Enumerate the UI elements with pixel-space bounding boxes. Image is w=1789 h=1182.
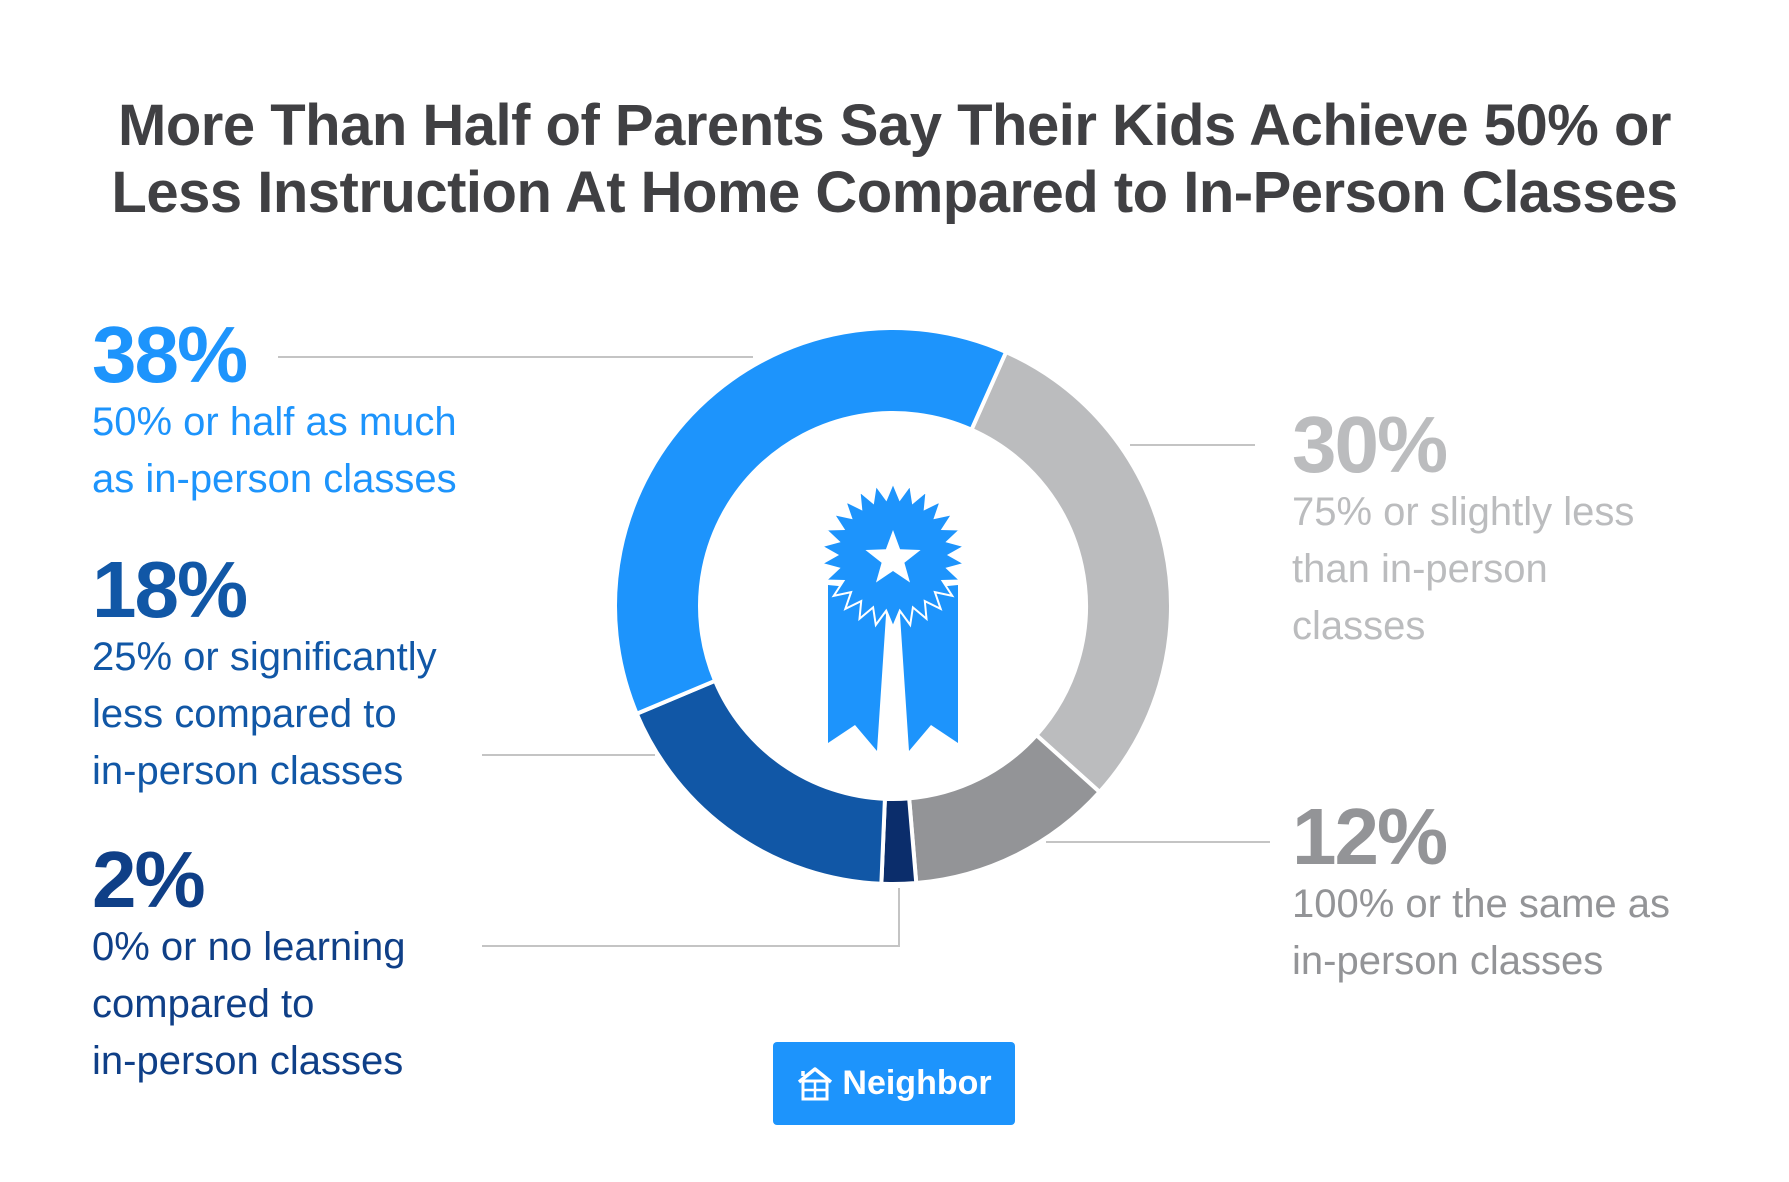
label-18-value: 18%: [92, 545, 248, 634]
award-ribbon-star-icon: [818, 480, 968, 751]
label-38-desc-2: as in-person classes: [92, 457, 457, 501]
label-2-value: 2%: [92, 835, 206, 924]
label-38-value: 38%: [92, 310, 248, 399]
label-18-desc-2: less compared to: [92, 692, 397, 736]
house-icon: [798, 1066, 833, 1100]
label-38-percent: 38% 50% or half as much as in-person cla…: [92, 310, 457, 506]
label-18-percent: 18% 25% or significantly less compared t…: [92, 545, 437, 798]
label-38-desc-1: 50% or half as much: [92, 400, 457, 444]
label-12-desc-1: 100% or the same as: [1292, 882, 1670, 926]
label-30-percent: 30% 75% or slightly less than in-person …: [1292, 400, 1635, 653]
chart-title: More Than Half of Parents Say Their Kids…: [0, 92, 1789, 226]
label-30-desc-3: classes: [1292, 604, 1426, 648]
connector-line-12: [1046, 841, 1270, 843]
label-12-percent: 12% 100% or the same as in-person classe…: [1292, 792, 1670, 988]
donut-slice: [613, 326, 1009, 717]
chart-title-line-2: Less Instruction At Home Compared to In-…: [111, 160, 1678, 225]
connector-line-38: [278, 356, 753, 358]
donut-slice: [879, 796, 919, 886]
label-18-desc-3: in-person classes: [92, 749, 404, 793]
chart-title-line-1: More Than Half of Parents Say Their Kids…: [118, 93, 1671, 158]
donut-slices: [613, 326, 1173, 886]
label-30-desc-2: than in-person: [1292, 547, 1548, 591]
connector-line-18: [482, 754, 655, 756]
label-2-desc-2: compared to: [92, 982, 315, 1026]
neighbor-logo-text: Neighbor: [842, 1064, 992, 1102]
label-2-desc-3: in-person classes: [92, 1039, 404, 1083]
neighbor-logo-badge: Neighbor: [773, 1042, 1015, 1125]
connector-line-30: [1130, 444, 1255, 446]
label-30-value: 30%: [1292, 400, 1448, 489]
label-30-desc-1: 75% or slightly less: [1292, 490, 1635, 534]
connector-line-2-horizontal: [482, 945, 900, 947]
label-18-desc-1: 25% or significantly: [92, 635, 437, 679]
label-2-desc-1: 0% or no learning: [92, 925, 406, 969]
donut-slice: [968, 349, 1173, 795]
connector-line-2-vertical: [898, 888, 900, 947]
label-12-value: 12%: [1292, 792, 1448, 881]
label-2-percent: 2% 0% or no learning compared to in-pers…: [92, 835, 406, 1088]
label-12-desc-2: in-person classes: [1292, 939, 1604, 983]
